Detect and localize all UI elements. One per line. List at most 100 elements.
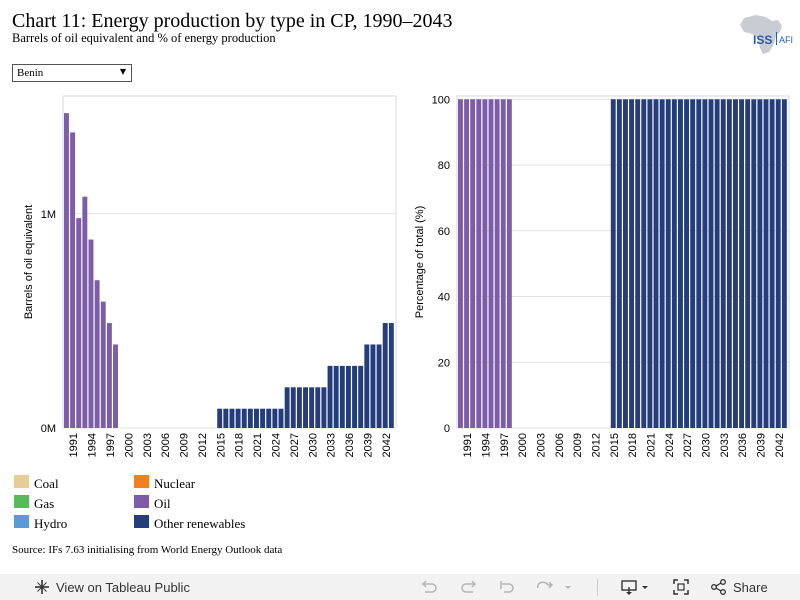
tableau-logo-icon[interactable]	[34, 579, 50, 596]
bar-other-renewables-2020	[641, 99, 647, 428]
share-icon[interactable]	[710, 579, 728, 596]
bar-other-renewables-2033	[720, 99, 726, 428]
charts-area: 0M 1M Barrels of oil equivalent 1991 1994 199…	[23, 94, 790, 457]
legend-swatch	[14, 515, 29, 528]
refresh-icon[interactable]	[536, 579, 572, 596]
bar-oil-1998	[506, 99, 512, 428]
bar-other-renewables-2037	[745, 99, 751, 428]
bar-oil-1991	[70, 132, 76, 428]
x-tick-label: 2009	[179, 433, 191, 457]
x-tick-label: 1991	[462, 433, 474, 457]
bar-other-renewables-2037	[352, 365, 358, 428]
x-tick-label: 2024	[664, 433, 676, 457]
x-tick-label: 2015	[215, 433, 227, 457]
x-tick-label: 1994	[481, 433, 493, 457]
legend-label: Coal	[34, 476, 59, 491]
bar-other-renewables-2018	[629, 99, 635, 428]
bar-other-renewables-2038	[751, 99, 757, 428]
x-tick-label: 2000	[123, 433, 135, 457]
bar-oil-1991	[464, 99, 470, 428]
bar-other-renewables-2036	[739, 99, 745, 428]
bar-other-renewables-2040	[763, 99, 769, 428]
chart-subtitle: Barrels of oil equivalent and % of energ…	[12, 31, 276, 45]
bar-oil-1994	[482, 99, 488, 428]
bar-other-renewables-2038	[358, 365, 364, 428]
x-tick-label: 2018	[234, 433, 246, 457]
bar-oil-1992	[470, 99, 476, 428]
x-tick-label: 2036	[737, 433, 749, 457]
redo-icon[interactable]	[460, 579, 478, 596]
bar-other-renewables-2017	[229, 408, 235, 428]
x-tick-label: 2042	[774, 433, 786, 457]
bar-other-renewables-2041	[376, 344, 382, 428]
logo-text-afi: AFI	[779, 35, 794, 45]
legend-label: Hydro	[34, 516, 68, 531]
legend-label: Gas	[34, 496, 55, 511]
bar-other-renewables-2015	[217, 408, 223, 428]
y-axis-label: Percentage of total (%)	[414, 206, 426, 319]
bar-other-renewables-2030	[702, 99, 708, 428]
bar-other-renewables-2034	[333, 365, 339, 428]
bar-other-renewables-2027	[290, 387, 296, 428]
x-tick-label: 2033	[326, 433, 338, 457]
bar-other-renewables-2026	[284, 387, 290, 428]
source-note: Source: IFs 7.63 initialising from World…	[12, 544, 283, 556]
bar-other-renewables-2021	[647, 99, 653, 428]
x-tick-label: 2027	[289, 433, 301, 457]
country-dropdown[interactable]: Benin ▼	[12, 64, 132, 82]
x-tick-label: 2024	[270, 433, 282, 457]
bar-other-renewables-2022	[653, 99, 659, 428]
bar-other-renewables-2023	[659, 99, 665, 428]
chart-title: Chart 11: Energy production by type in C…	[12, 10, 453, 32]
chevron-down-icon: ▼	[119, 67, 126, 76]
bar-other-renewables-2021	[254, 408, 259, 428]
bar-other-renewables-2028	[296, 387, 302, 428]
y-tick-label: 80	[438, 160, 450, 172]
bar-other-renewables-2040	[370, 344, 376, 428]
x-tick-label: 1997	[105, 433, 117, 457]
bar-other-renewables-2027	[684, 99, 690, 428]
bar-oil-1992	[76, 218, 82, 428]
legend-swatch	[14, 495, 29, 508]
toolbar-divider	[597, 579, 598, 596]
legend: Coal Gas Hydro Nuclear Oil Other renewables	[14, 474, 314, 534]
bar-oil-1995	[488, 99, 494, 428]
x-tick-label: 2036	[344, 433, 356, 457]
bar-oil-1998	[113, 344, 118, 428]
bar-other-renewables-2034	[726, 99, 732, 428]
share-button[interactable]: Share	[733, 580, 768, 595]
bar-oil-1996	[100, 301, 106, 428]
fullscreen-icon[interactable]	[672, 579, 690, 596]
x-tick-label: 1991	[68, 433, 80, 457]
bar-oil-1993	[82, 196, 88, 428]
view-on-tableau-link[interactable]: View on Tableau Public	[56, 580, 190, 595]
bar-oil-1995	[94, 280, 100, 428]
x-tick-label: 2021	[646, 433, 658, 457]
bar-other-renewables-2032	[321, 387, 327, 428]
bar-oil-1993	[476, 99, 482, 428]
x-tick-label: 1994	[87, 433, 99, 457]
bar-other-renewables-2019	[635, 99, 641, 428]
bar-other-renewables-2030	[309, 387, 315, 428]
bar-other-renewables-2025	[278, 408, 284, 428]
x-tick-label: 2021	[252, 433, 264, 457]
bar-other-renewables-2032	[714, 99, 720, 428]
bar-other-renewables-2022	[260, 408, 266, 428]
bar-other-renewables-2043	[388, 323, 394, 428]
undo-icon[interactable]	[420, 579, 438, 596]
x-tick-label: 2039	[362, 433, 374, 457]
iss-afi-logo: ISS AFI	[736, 12, 794, 58]
x-tick-label: 2009	[572, 433, 584, 457]
bar-other-renewables-2033	[327, 365, 333, 428]
bar-other-renewables-2043	[781, 99, 787, 428]
y-tick-label: 20	[438, 357, 450, 369]
y-tick-label: 1M	[41, 209, 56, 221]
bar-other-renewables-2036	[345, 365, 351, 428]
x-tick-label: 2033	[719, 433, 731, 457]
legend-label: Nuclear	[154, 476, 196, 491]
x-tick-label: 2006	[554, 433, 566, 457]
bar-other-renewables-2029	[696, 99, 702, 428]
download-icon[interactable]	[621, 579, 651, 596]
revert-icon[interactable]	[498, 579, 516, 596]
x-tick-label: 2018	[627, 433, 639, 457]
